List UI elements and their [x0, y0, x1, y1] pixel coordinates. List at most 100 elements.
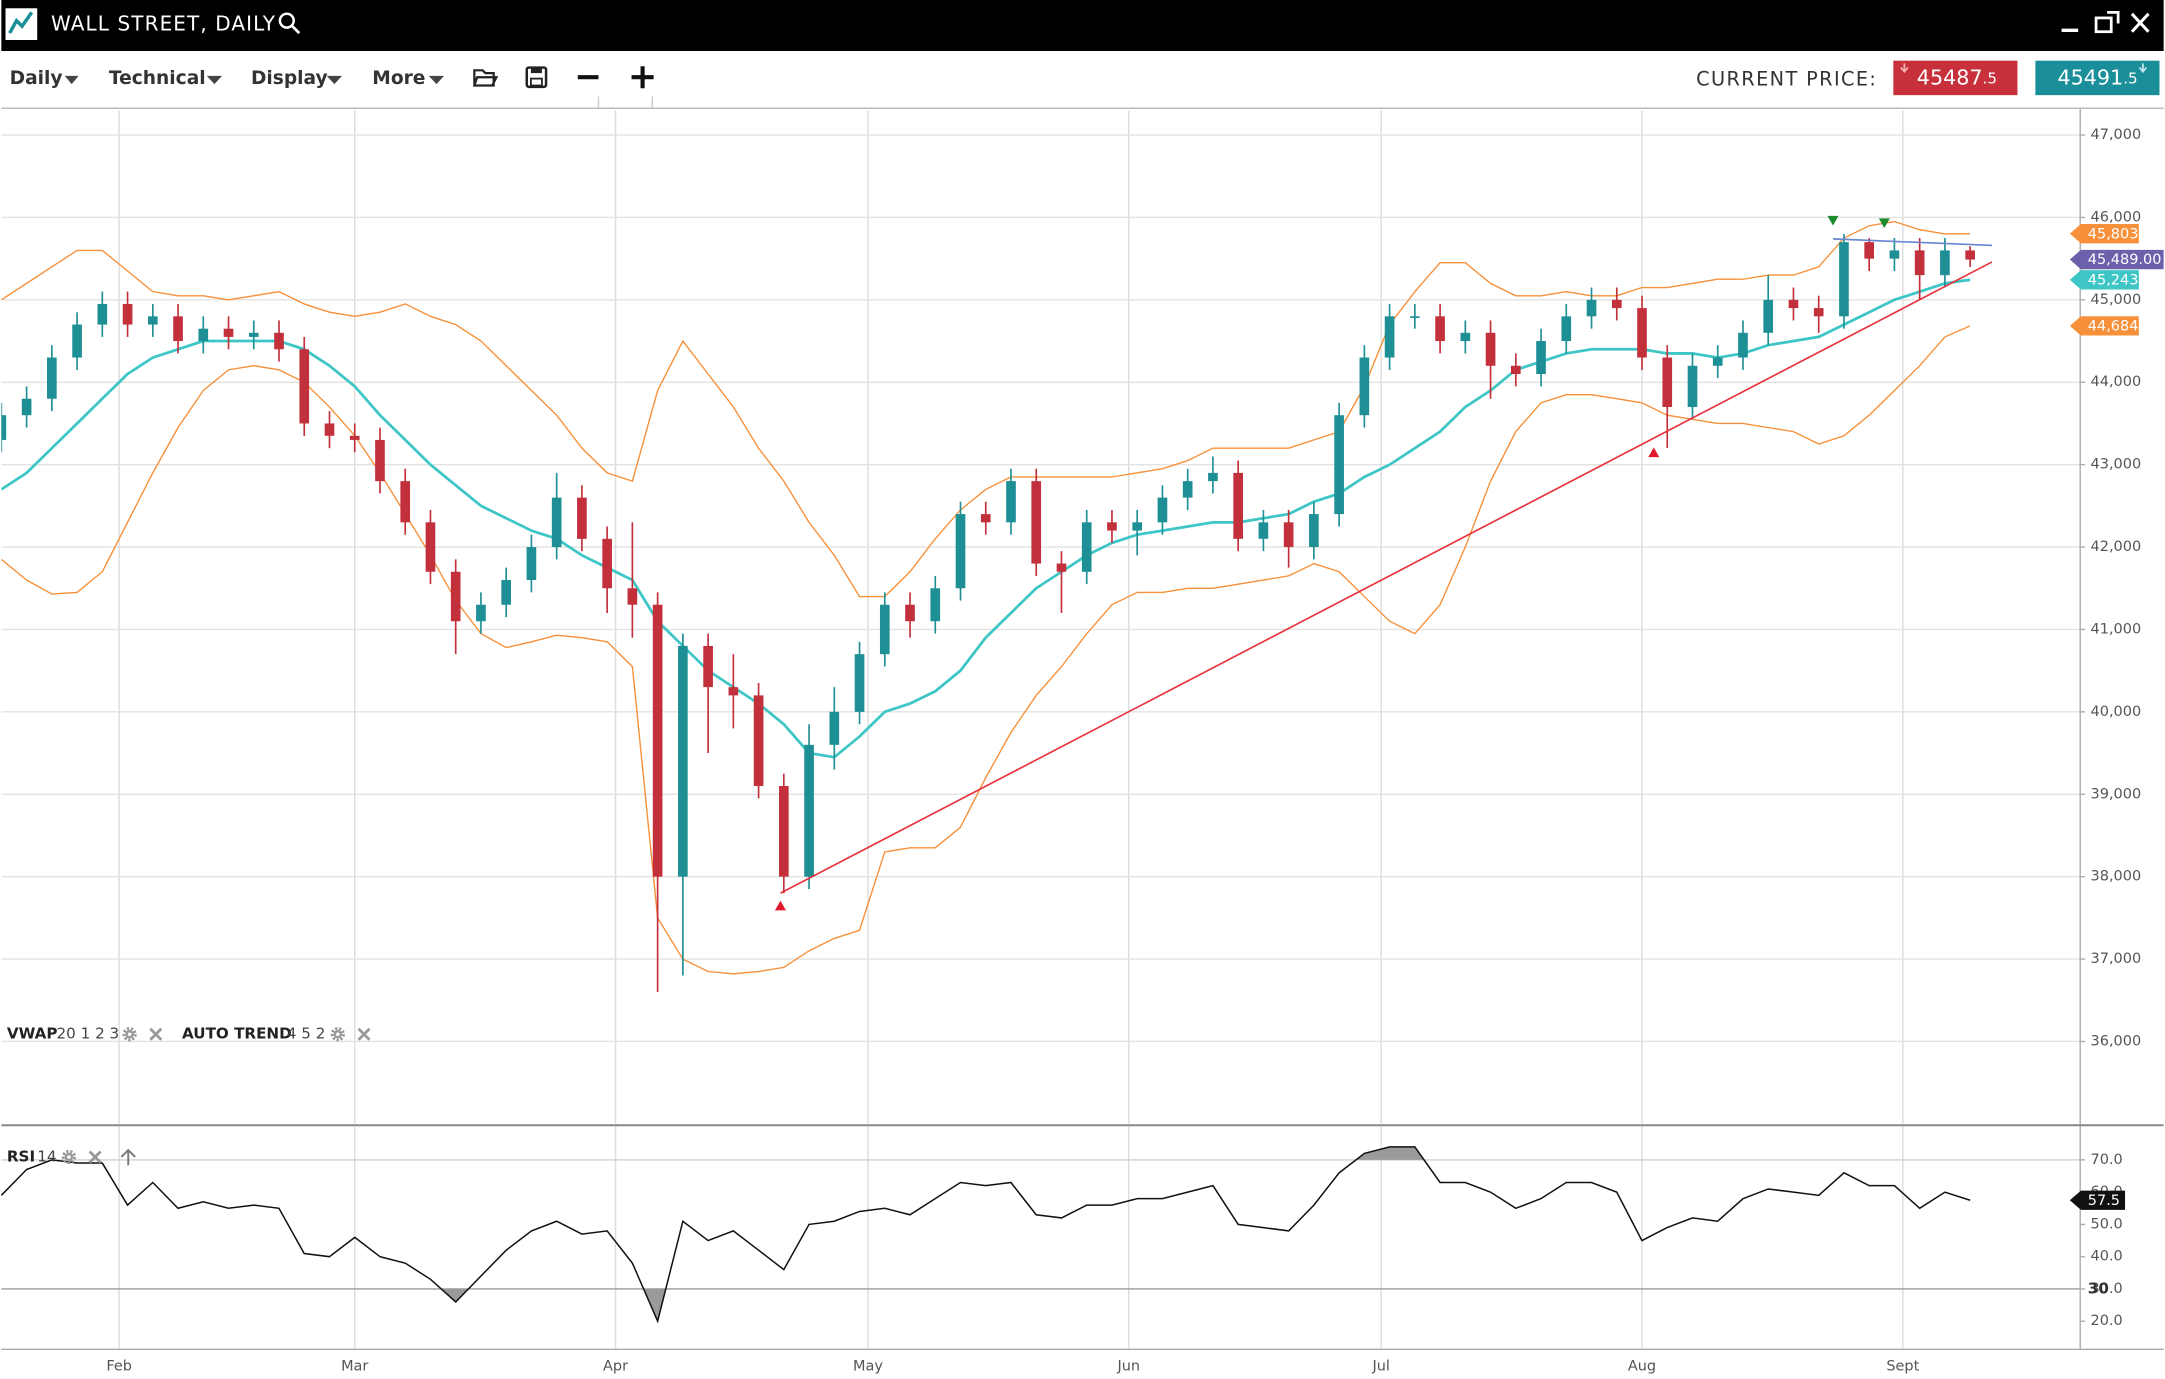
y-tick-label: 70.0 [2091, 1152, 2123, 1168]
candle-body [1864, 242, 1875, 259]
trend-line [1832, 238, 1993, 247]
candle-body [1889, 250, 1900, 259]
buy-price-box[interactable] [2035, 60, 2160, 96]
x-tick-label: Apr [603, 1359, 628, 1375]
signal-marker [774, 900, 786, 911]
signal-marker [1827, 215, 1839, 226]
toolbar [1, 51, 2164, 108]
candle-body [425, 522, 436, 572]
move-up-icon[interactable] [120, 1148, 136, 1166]
candle-body [1510, 365, 1521, 375]
settings-icon[interactable] [61, 1149, 77, 1165]
candle-body [577, 497, 587, 539]
search-icon[interactable] [278, 12, 301, 35]
candle-body [879, 604, 890, 655]
dropdown-caret[interactable] [326, 75, 342, 85]
candle-body [1914, 250, 1925, 276]
y-tick-label: 45,000 [2091, 292, 2142, 308]
candle-body [97, 303, 108, 325]
open-icon[interactable] [472, 69, 499, 87]
candle-body [1435, 316, 1445, 342]
candle-body [476, 604, 486, 622]
x-tick-label: Mar [341, 1359, 368, 1375]
candle-body [526, 547, 537, 581]
band-last-tag [2069, 224, 2139, 244]
menu-more[interactable]: More [372, 68, 425, 89]
remove-icon[interactable] [357, 1027, 371, 1042]
band-last-label: 45,803 [2088, 226, 2139, 242]
candle-body [349, 435, 360, 440]
candle-body [804, 744, 814, 877]
popout-button[interactable] [2094, 11, 2120, 34]
candle-body [703, 645, 713, 688]
menu-display[interactable]: Display [251, 68, 328, 89]
candle-body [1586, 299, 1597, 317]
band-line [1, 325, 1971, 975]
dropdown-caret[interactable] [206, 75, 223, 85]
candle-body [1081, 522, 1092, 572]
candle-body [1687, 365, 1698, 407]
remove-icon[interactable] [88, 1150, 103, 1164]
sell-price-fraction: .5 [1983, 69, 1997, 87]
x-tick-label: Feb [106, 1359, 132, 1375]
zoom-in-button[interactable] [631, 66, 654, 89]
y-tick-label: 46,000 [2091, 209, 2142, 225]
candle-body [1637, 308, 1647, 358]
y-tick-label: 20.0 [2091, 1313, 2123, 1329]
dropdown-caret[interactable] [428, 75, 445, 85]
close-label: 45,489.00 [2088, 252, 2162, 268]
app-logo [5, 8, 38, 40]
menu-daily[interactable]: Daily [10, 68, 63, 89]
candle-body [854, 654, 865, 712]
close-button[interactable] [2130, 12, 2150, 33]
candle-body [450, 571, 461, 622]
sell-price[interactable]: 45487.5 [1917, 66, 1997, 90]
candle-body [905, 604, 915, 622]
candle-body [1410, 316, 1420, 318]
title-bar [1, 0, 2164, 52]
rsi-plot [0, 1126, 2080, 1349]
candle-body [1031, 481, 1042, 564]
buy-price[interactable]: 45491.5 [2057, 66, 2137, 90]
candle-body [829, 711, 840, 745]
settings-icon[interactable] [330, 1027, 346, 1042]
candle-body [1788, 299, 1799, 309]
candle-body [1662, 357, 1673, 407]
rsi-title: RSI [7, 1147, 35, 1165]
x-tick-label: Sept [1886, 1359, 1919, 1375]
candle-body [930, 588, 941, 622]
settings-icon[interactable] [122, 1027, 137, 1042]
dropdown-caret[interactable] [64, 75, 79, 85]
y-tick-label: 40,000 [2091, 704, 2142, 720]
save-icon[interactable] [525, 66, 548, 89]
candle-body [980, 514, 991, 523]
candle-body [1485, 332, 1496, 366]
candle-body [72, 324, 82, 358]
candle-body [375, 439, 385, 482]
close-tag [2069, 249, 2164, 270]
candle-body [1460, 332, 1471, 342]
rsi-last-tag [2069, 1190, 2126, 1210]
menu-technical[interactable]: Technical [109, 68, 206, 89]
y-tick-label: 40.0 [2091, 1249, 2123, 1265]
candle-body [122, 303, 133, 325]
candle-body [299, 349, 310, 424]
sell-price-main: 45487 [1917, 66, 1983, 90]
candle-body [753, 695, 764, 787]
candle-body [1208, 472, 1218, 482]
sell-price-box[interactable] [1893, 60, 2018, 96]
candle-body [1334, 415, 1344, 515]
candle-body [1157, 497, 1168, 523]
y-tick-label: 50.0 [2091, 1216, 2123, 1232]
y-tick-label: 43,000 [2091, 457, 2142, 473]
remove-icon[interactable] [148, 1027, 163, 1042]
signal-marker [1878, 218, 1890, 229]
rsi-last-label: 57.5 [2088, 1193, 2120, 1209]
candle-body [1940, 250, 1950, 276]
candle-body [198, 328, 209, 342]
band-last-tag [2069, 270, 2139, 290]
y-tick-label: 30.0 [2091, 1281, 2123, 1297]
y-tick-label: 47,000 [2091, 127, 2142, 143]
y-tick-label: 37,000 [2091, 951, 2142, 967]
candle-body [1182, 481, 1193, 498]
